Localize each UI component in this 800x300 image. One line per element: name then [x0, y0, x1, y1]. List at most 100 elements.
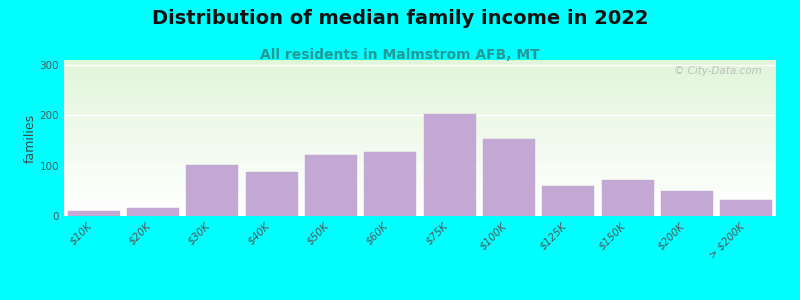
Bar	[64, 206, 776, 207]
Bar	[64, 110, 776, 111]
Bar	[64, 185, 776, 186]
Bar	[64, 125, 776, 126]
Bar	[64, 212, 776, 213]
Bar	[64, 69, 776, 70]
Bar	[64, 202, 776, 203]
Bar	[64, 155, 776, 156]
Bar	[64, 117, 776, 118]
Bar	[64, 129, 776, 130]
Bar	[64, 160, 776, 161]
Bar	[64, 168, 776, 169]
Bar	[542, 186, 594, 216]
Bar	[64, 169, 776, 170]
Bar	[602, 180, 654, 216]
Bar	[64, 77, 776, 78]
Bar	[64, 94, 776, 95]
Bar	[64, 79, 776, 80]
Bar	[64, 176, 776, 177]
Bar	[64, 78, 776, 79]
Bar	[64, 197, 776, 198]
Bar	[64, 120, 776, 121]
Bar	[64, 106, 776, 107]
Bar	[64, 60, 776, 61]
Bar	[64, 116, 776, 117]
Bar	[64, 190, 776, 191]
Bar	[64, 85, 776, 86]
Bar	[64, 96, 776, 97]
Bar	[64, 145, 776, 146]
Bar	[64, 175, 776, 176]
Bar	[64, 180, 776, 181]
Bar	[64, 214, 776, 215]
Bar	[64, 181, 776, 182]
Bar	[64, 192, 776, 193]
Bar	[720, 200, 773, 216]
Bar	[64, 173, 776, 174]
Bar	[64, 215, 776, 216]
Bar	[64, 88, 776, 89]
Bar	[64, 72, 776, 73]
Bar	[64, 148, 776, 149]
Bar	[64, 154, 776, 155]
Bar	[64, 107, 776, 108]
Bar	[64, 191, 776, 192]
Bar	[64, 63, 776, 64]
Bar	[64, 158, 776, 159]
Bar	[64, 182, 776, 183]
Bar	[64, 198, 776, 199]
Bar	[64, 163, 776, 164]
Bar	[64, 189, 776, 190]
Bar	[64, 139, 776, 140]
Bar	[64, 80, 776, 81]
Bar	[64, 121, 776, 122]
Bar	[64, 99, 776, 100]
Bar	[64, 161, 776, 162]
Bar	[64, 127, 776, 128]
Bar	[64, 114, 776, 115]
Bar	[64, 151, 776, 152]
Bar	[64, 98, 776, 99]
Bar	[127, 208, 179, 216]
Bar	[64, 81, 776, 82]
Bar	[64, 171, 776, 172]
Bar	[64, 91, 776, 92]
Bar	[64, 203, 776, 204]
Bar	[64, 149, 776, 150]
Bar	[64, 159, 776, 160]
Bar	[64, 172, 776, 173]
Bar	[64, 115, 776, 116]
Bar	[64, 73, 776, 74]
Bar	[64, 146, 776, 147]
Bar	[64, 186, 776, 187]
Bar	[64, 194, 776, 195]
Bar	[64, 86, 776, 87]
Bar	[64, 112, 776, 113]
Bar	[67, 211, 120, 216]
Bar	[186, 165, 238, 216]
Bar	[64, 64, 776, 65]
Bar	[64, 101, 776, 102]
Bar	[64, 133, 776, 134]
Bar	[64, 210, 776, 211]
Text: © City-Data.com: © City-Data.com	[674, 66, 762, 76]
Bar	[64, 131, 776, 132]
Bar	[64, 183, 776, 184]
Bar	[64, 138, 776, 139]
Bar	[64, 124, 776, 125]
Bar	[64, 174, 776, 175]
Bar	[64, 108, 776, 109]
Bar	[64, 68, 776, 69]
Bar	[64, 118, 776, 119]
Bar	[64, 82, 776, 83]
Bar	[64, 111, 776, 112]
Bar	[64, 61, 776, 62]
Bar	[364, 152, 417, 216]
Bar	[64, 207, 776, 208]
Bar	[64, 118, 776, 119]
Bar	[64, 126, 776, 127]
Bar	[305, 154, 357, 216]
Bar	[64, 177, 776, 178]
Bar	[64, 162, 776, 163]
Bar	[64, 205, 776, 206]
Bar	[64, 84, 776, 85]
